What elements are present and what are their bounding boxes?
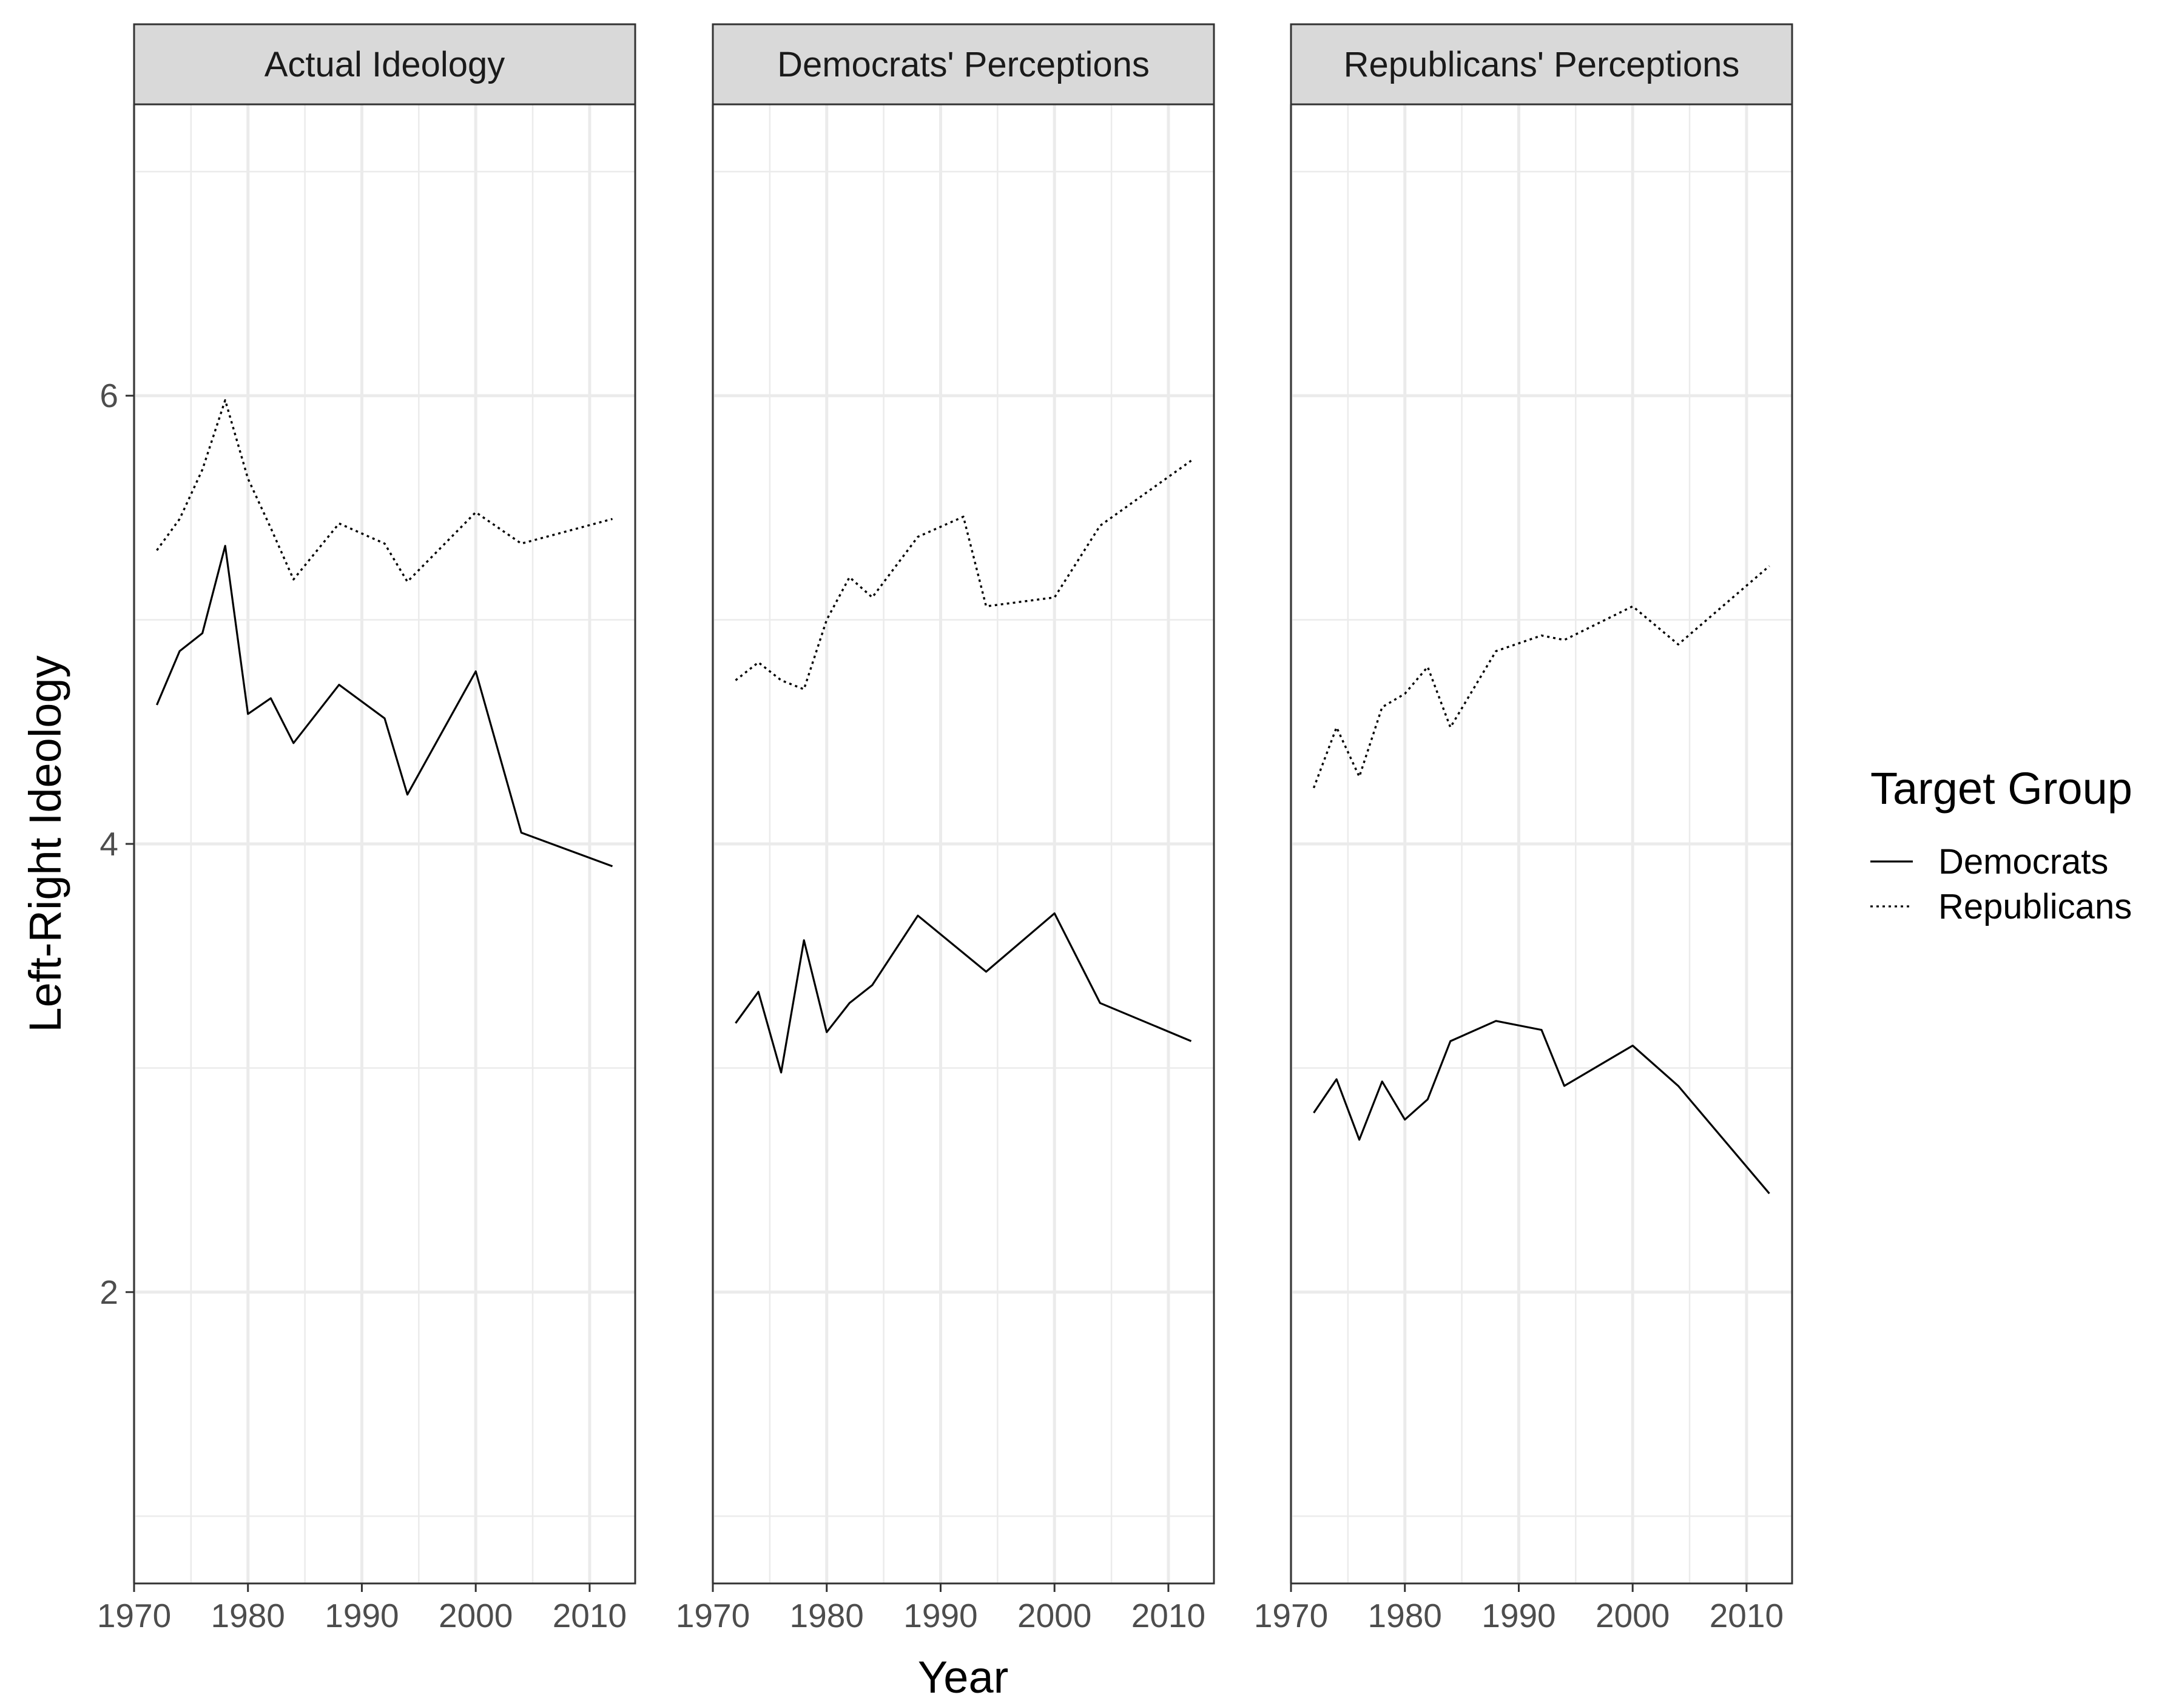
x-tick-label: 2010	[1131, 1597, 1205, 1634]
facet-panels: Actual Ideology Democrats' Perceptions Rep…	[132, 23, 1793, 1585]
facet-strip	[133, 23, 636, 106]
y-tick-label: 4	[99, 825, 118, 863]
facet-strip	[1290, 23, 1793, 106]
x-tick-label: 1990	[325, 1597, 399, 1634]
facet-strip	[712, 23, 1215, 106]
y-tick-label: 6	[99, 377, 118, 414]
legend-title: Target Group	[1870, 763, 2132, 814]
x-tick-label: 2010	[553, 1597, 627, 1634]
x-tick-label: 1980	[1368, 1597, 1442, 1634]
x-tick-label: 1970	[676, 1597, 750, 1634]
series-line-republicans	[156, 399, 613, 583]
series-line-democrats	[1313, 1020, 1770, 1195]
legend-label: Republicans	[1938, 887, 2132, 926]
x-axis-title: Year	[918, 1652, 1009, 1702]
x-tick-label: 1990	[903, 1597, 977, 1634]
x-tick-label: 1970	[1254, 1597, 1328, 1634]
legend-label: Democrats	[1938, 842, 2108, 882]
series-line-democrats	[735, 912, 1192, 1074]
facet-strip-label: Actual Ideology	[265, 45, 505, 84]
facet-panel: Actual Ideology	[132, 23, 636, 1585]
x-tick-label: 1980	[211, 1597, 285, 1634]
x-tick-label: 2000	[1017, 1597, 1091, 1634]
legend: Target Group Democrats Republicans	[1870, 763, 2132, 926]
y-axis-title: Left-Right Ideology	[20, 655, 70, 1032]
x-tick-label: 1980	[790, 1597, 864, 1634]
facet-panel: Republicans' Perceptions	[1289, 23, 1793, 1585]
x-tick-label: 1970	[97, 1597, 171, 1634]
x-tick-label: 2010	[1710, 1597, 1784, 1634]
facet-panel: Democrats' Perceptions	[711, 23, 1215, 1585]
x-tick-label: 2000	[1596, 1597, 1670, 1634]
axes: 1970 1980 1990 2000 2010 1970 1980 1990 2000 2010…	[20, 377, 1784, 1702]
facet-strip-label: Democrats' Perceptions	[777, 45, 1150, 84]
x-tick-label: 2000	[439, 1597, 513, 1634]
x-tick-label: 1990	[1481, 1597, 1555, 1634]
series-line-democrats	[156, 545, 613, 868]
facet-strip-label: Republicans' Perceptions	[1344, 45, 1740, 84]
y-tick-label: 2	[99, 1273, 118, 1311]
